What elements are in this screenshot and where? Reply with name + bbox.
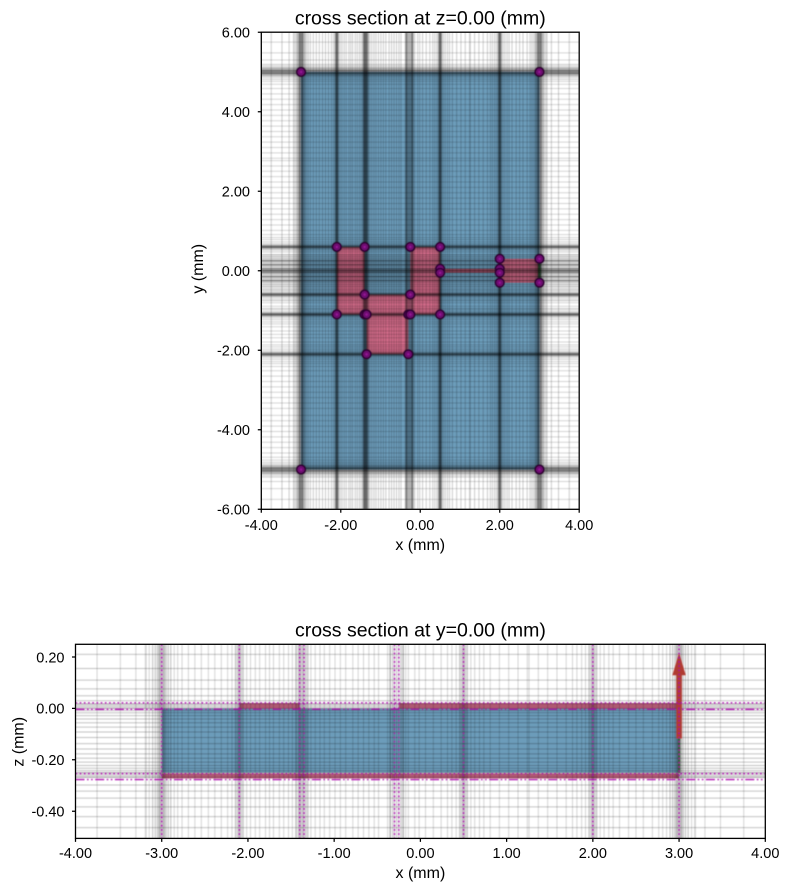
svg-text:2.00: 2.00 xyxy=(222,185,250,201)
svg-text:4.00: 4.00 xyxy=(222,105,250,121)
svg-text:-0.20: -0.20 xyxy=(31,753,64,769)
svg-text:-4.00: -4.00 xyxy=(245,518,278,534)
svg-text:z (mm): z (mm) xyxy=(11,717,28,767)
svg-text:-3.00: -3.00 xyxy=(145,846,178,862)
svg-text:-4.00: -4.00 xyxy=(217,423,250,439)
svg-text:-0.40: -0.40 xyxy=(31,805,64,821)
svg-text:6.00: 6.00 xyxy=(222,26,250,42)
svg-text:2.00: 2.00 xyxy=(579,846,607,862)
svg-text:-6.00: -6.00 xyxy=(217,503,250,519)
svg-text:0.00: 0.00 xyxy=(36,702,64,718)
svg-text:2.00: 2.00 xyxy=(486,518,514,534)
svg-text:1.00: 1.00 xyxy=(493,846,521,862)
svg-text:4.00: 4.00 xyxy=(565,518,593,534)
svg-text:0.00: 0.00 xyxy=(222,264,250,280)
svg-text:-2.00: -2.00 xyxy=(231,846,264,862)
svg-text:-2.00: -2.00 xyxy=(217,344,250,360)
svg-text:y (mm): y (mm) xyxy=(190,244,207,294)
svg-text:0.00: 0.00 xyxy=(406,846,434,862)
svg-text:x (mm): x (mm) xyxy=(396,865,446,882)
svg-text:4.00: 4.00 xyxy=(751,846,779,862)
svg-text:x (mm): x (mm) xyxy=(395,537,445,554)
svg-text:-1.00: -1.00 xyxy=(318,846,351,862)
svg-text:3.00: 3.00 xyxy=(665,846,693,862)
svg-text:cross section at y=0.00 (mm): cross section at y=0.00 (mm) xyxy=(295,620,546,642)
svg-text:0.20: 0.20 xyxy=(36,650,64,666)
svg-text:cross section at z=0.00 (mm): cross section at z=0.00 (mm) xyxy=(295,8,546,30)
svg-text:-4.00: -4.00 xyxy=(59,846,92,862)
svg-text:0.00: 0.00 xyxy=(406,518,434,534)
svg-text:-2.00: -2.00 xyxy=(324,518,357,534)
